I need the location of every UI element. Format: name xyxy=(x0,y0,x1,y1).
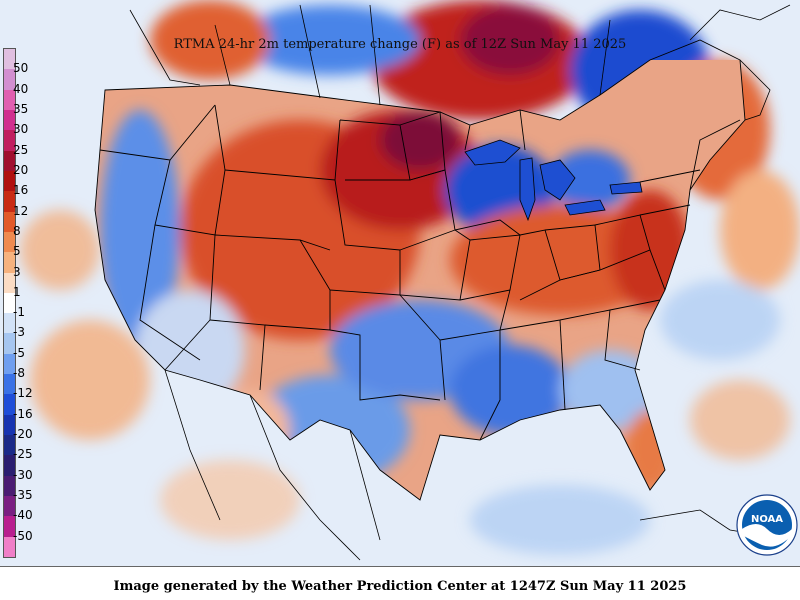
legend-label: -35 xyxy=(13,488,33,503)
great-lakes xyxy=(464,139,643,222)
legend-swatch xyxy=(4,69,15,91)
legend-swatch xyxy=(4,130,15,152)
legend-swatch xyxy=(4,272,15,294)
legend-label: -12 xyxy=(13,386,33,401)
noaa-logo-text: NOAA xyxy=(751,514,783,525)
legend-swatch xyxy=(4,374,15,395)
credit-line: Image generated by the Weather Predictio… xyxy=(113,579,687,594)
legend-swatch xyxy=(4,496,15,517)
noaa-logo: NOAA xyxy=(736,494,798,556)
legend-label: 5 xyxy=(13,244,21,259)
legend-swatch xyxy=(4,211,15,233)
legend-swatch xyxy=(4,475,15,497)
legend-swatch xyxy=(4,536,15,558)
legend-label: 1 xyxy=(13,284,21,299)
legend-swatch xyxy=(4,455,15,477)
legend-label: 25 xyxy=(13,142,29,157)
legend-label: 8 xyxy=(13,223,21,238)
legend-swatch xyxy=(4,89,15,111)
legend-label: -40 xyxy=(13,508,33,523)
legend-swatch xyxy=(4,252,15,273)
legend-swatch xyxy=(4,170,15,192)
legend-label: -8 xyxy=(13,366,25,381)
legend-label: 30 xyxy=(13,122,29,137)
legend-swatch xyxy=(4,49,15,70)
legend-label: 12 xyxy=(13,203,29,218)
legend-label: 3 xyxy=(13,264,21,279)
legend-label: -25 xyxy=(13,447,33,462)
legend-label: -1 xyxy=(13,305,25,320)
legend-label: -16 xyxy=(13,406,33,421)
legend-swatch xyxy=(4,333,15,355)
legend-swatch xyxy=(4,516,15,538)
legend-swatch xyxy=(4,231,15,253)
legend-swatch xyxy=(4,109,15,131)
legend-swatch xyxy=(4,292,15,314)
legend-swatch xyxy=(4,353,15,375)
international-boundaries xyxy=(129,4,791,561)
legend-swatch xyxy=(4,435,15,456)
legend-label: 35 xyxy=(13,101,29,116)
legend-swatch xyxy=(4,394,15,416)
legend-label: 50 xyxy=(13,61,29,76)
legend-swatch xyxy=(4,313,15,334)
legend-swatch xyxy=(4,150,15,172)
legend-label: 40 xyxy=(13,81,29,96)
legend-swatch xyxy=(4,191,15,213)
legend-label: -5 xyxy=(13,345,25,360)
legend-label: 16 xyxy=(13,183,29,198)
legend-label: -50 xyxy=(13,528,33,543)
legend-label: -30 xyxy=(13,467,33,482)
color-legend xyxy=(3,48,16,558)
legend-label: 20 xyxy=(13,162,29,177)
bottom-divider xyxy=(0,566,800,567)
legend-swatch xyxy=(4,414,15,436)
legend-label: -20 xyxy=(13,427,33,442)
legend-label: -3 xyxy=(13,325,25,340)
state-boundaries xyxy=(94,39,746,501)
temperature-change-map: NOAA xyxy=(0,0,800,566)
map-frame: NOAA xyxy=(0,0,800,566)
